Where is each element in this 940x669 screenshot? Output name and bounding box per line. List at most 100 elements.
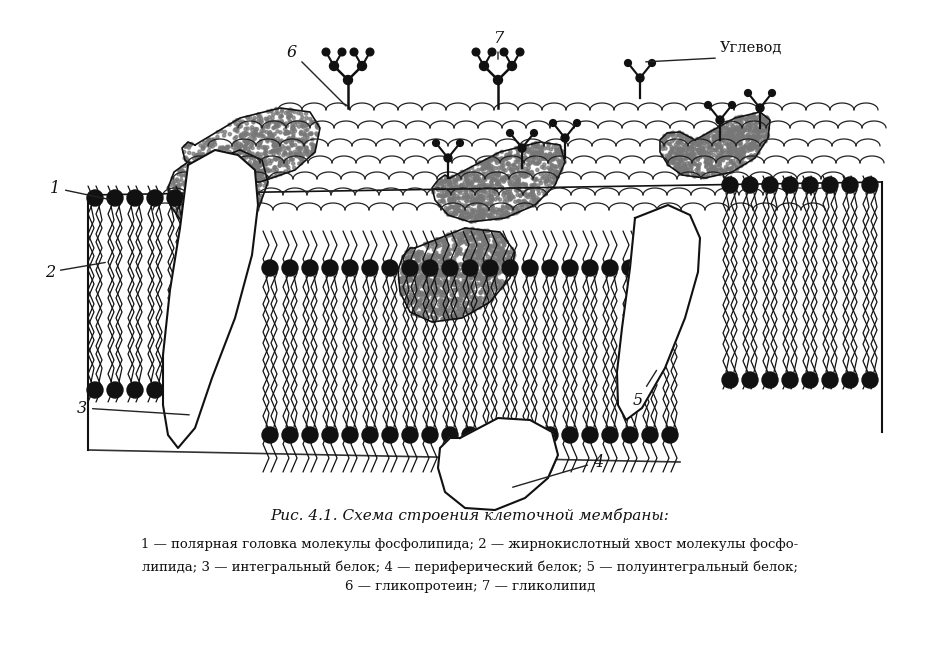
Circle shape (204, 178, 207, 181)
Circle shape (216, 203, 220, 207)
Circle shape (508, 62, 516, 70)
Circle shape (707, 139, 710, 142)
Circle shape (205, 223, 209, 225)
Circle shape (273, 142, 275, 145)
Circle shape (755, 145, 759, 148)
Circle shape (228, 218, 231, 221)
Circle shape (471, 269, 475, 273)
Circle shape (210, 188, 213, 191)
Circle shape (554, 181, 556, 184)
Circle shape (721, 137, 724, 140)
Circle shape (462, 171, 466, 175)
Circle shape (169, 183, 172, 187)
Circle shape (218, 203, 221, 205)
Circle shape (185, 217, 188, 220)
Circle shape (228, 177, 231, 181)
Circle shape (202, 206, 205, 209)
Circle shape (455, 203, 458, 207)
Circle shape (488, 266, 491, 269)
Circle shape (256, 153, 258, 156)
Circle shape (252, 121, 255, 124)
Circle shape (667, 163, 670, 166)
Circle shape (466, 249, 470, 252)
Circle shape (440, 179, 443, 182)
Circle shape (526, 171, 530, 174)
Circle shape (707, 173, 711, 176)
Circle shape (479, 233, 482, 237)
Circle shape (486, 276, 490, 279)
Circle shape (272, 149, 274, 153)
Circle shape (471, 244, 475, 248)
Circle shape (445, 175, 447, 179)
Circle shape (478, 297, 481, 300)
Circle shape (425, 260, 429, 264)
Circle shape (208, 138, 211, 141)
Circle shape (737, 138, 740, 141)
Circle shape (525, 149, 527, 152)
Circle shape (782, 177, 798, 193)
Circle shape (453, 288, 456, 292)
Circle shape (741, 132, 744, 134)
Circle shape (248, 161, 252, 164)
Circle shape (446, 192, 448, 195)
Circle shape (219, 167, 222, 171)
Circle shape (400, 279, 403, 282)
Circle shape (478, 199, 481, 202)
Circle shape (539, 149, 541, 152)
Circle shape (434, 291, 437, 294)
Circle shape (421, 266, 425, 269)
Circle shape (478, 196, 480, 199)
Circle shape (765, 122, 768, 125)
Circle shape (508, 196, 510, 199)
Circle shape (476, 282, 478, 286)
Circle shape (558, 148, 561, 151)
Circle shape (714, 158, 718, 161)
Circle shape (663, 138, 666, 141)
Circle shape (752, 112, 756, 116)
Circle shape (751, 142, 755, 145)
Circle shape (227, 165, 231, 169)
Circle shape (455, 185, 458, 189)
Circle shape (451, 262, 455, 265)
Circle shape (343, 76, 352, 84)
Circle shape (501, 214, 505, 217)
Circle shape (330, 62, 338, 70)
Circle shape (473, 296, 476, 300)
Circle shape (297, 147, 300, 149)
Circle shape (488, 201, 491, 205)
Circle shape (269, 110, 273, 113)
Circle shape (726, 132, 729, 135)
Circle shape (401, 266, 405, 270)
Circle shape (560, 151, 563, 155)
Circle shape (436, 184, 439, 187)
Circle shape (690, 170, 694, 173)
Circle shape (481, 217, 485, 220)
Circle shape (292, 166, 296, 169)
Circle shape (242, 161, 244, 165)
Circle shape (237, 187, 241, 189)
Circle shape (266, 124, 270, 126)
Circle shape (446, 308, 449, 312)
Circle shape (446, 298, 449, 302)
Circle shape (417, 314, 420, 317)
Circle shape (667, 142, 670, 145)
Circle shape (414, 266, 416, 270)
Circle shape (451, 213, 455, 217)
Circle shape (467, 173, 471, 176)
Circle shape (471, 175, 474, 178)
Circle shape (215, 225, 218, 229)
Circle shape (477, 284, 479, 288)
Circle shape (194, 180, 196, 183)
Circle shape (266, 138, 270, 141)
Circle shape (251, 128, 254, 132)
Circle shape (456, 280, 459, 284)
Circle shape (480, 262, 484, 266)
Circle shape (246, 209, 249, 212)
Circle shape (692, 141, 695, 145)
Circle shape (471, 235, 474, 239)
Circle shape (540, 165, 543, 169)
Circle shape (690, 156, 693, 159)
Circle shape (446, 179, 450, 181)
Circle shape (484, 260, 488, 263)
Circle shape (434, 246, 438, 249)
